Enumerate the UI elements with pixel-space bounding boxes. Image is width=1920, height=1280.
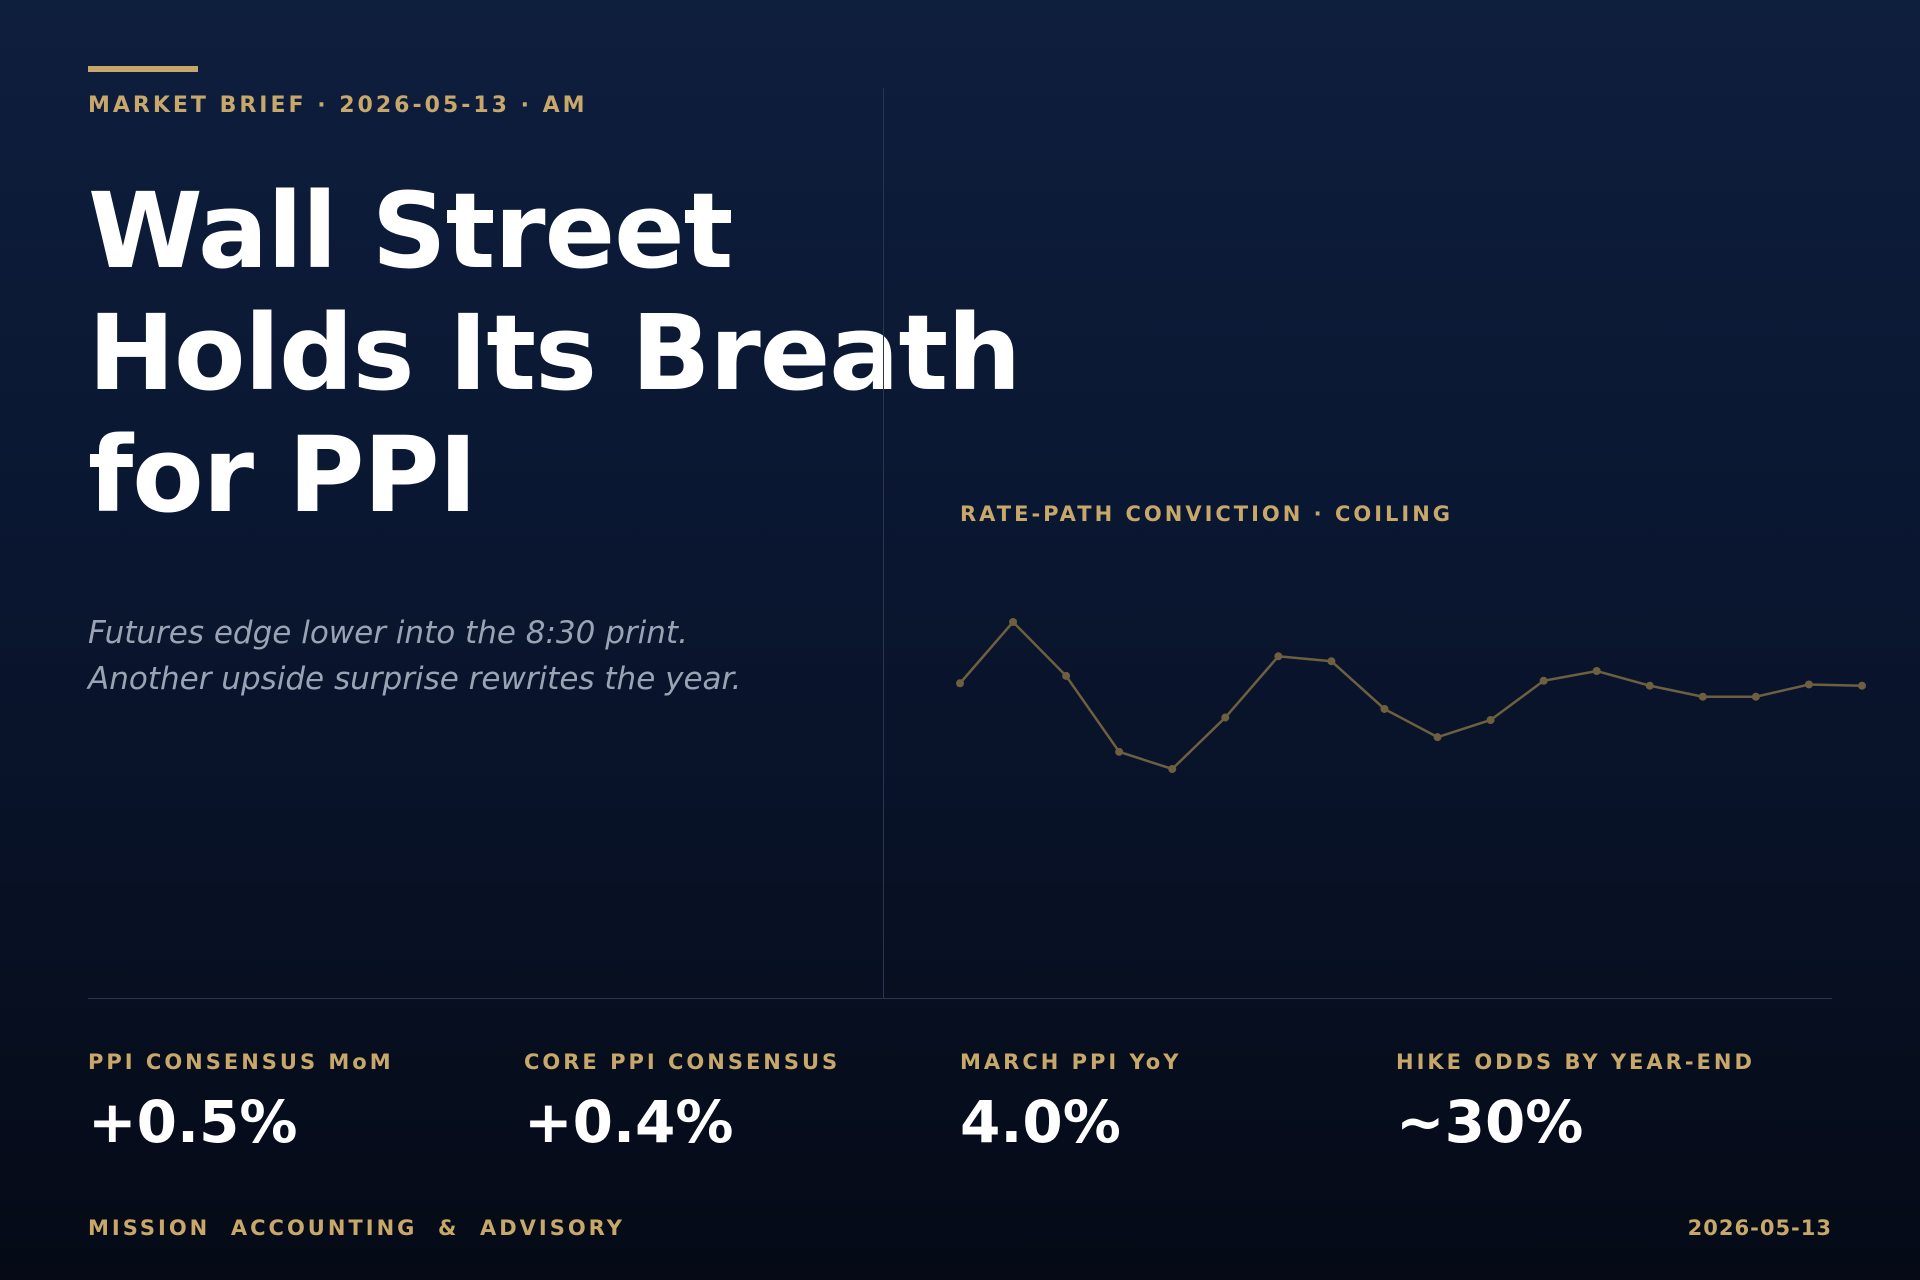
headline-line: for PPI (88, 414, 477, 536)
point (1221, 713, 1230, 722)
point (1380, 704, 1389, 713)
kicker: MARKET BRIEF · 2026-05-13 · AM (88, 93, 588, 118)
accent-bar (88, 66, 198, 72)
point (1539, 676, 1548, 685)
stat: HIKE ODDS BY YEAR-END ~30% (1396, 1050, 1755, 1156)
stat-label: CORE PPI CONSENSUS (524, 1050, 841, 1074)
stat: CORE PPI CONSENSUS +0.4% (524, 1050, 840, 1156)
stat-label: HIKE ODDS BY YEAR-END (1396, 1050, 1755, 1074)
divider (88, 998, 1832, 999)
divider (883, 88, 884, 998)
subtitle: Futures edge lower into the 8:30 print. … (88, 610, 741, 702)
stat-value: +0.4% (524, 1088, 734, 1156)
stat-value: ~30% (1396, 1088, 1584, 1156)
point (1433, 733, 1442, 742)
stat-label: PPI CONSENSUS MoM (88, 1050, 394, 1074)
stat-value: +0.5% (88, 1088, 298, 1156)
headline: Wall Street Holds Its Breath for PPI (88, 170, 1021, 536)
point (1592, 667, 1601, 675)
point (1858, 681, 1866, 690)
stat-label: MARCH PPI YoY (960, 1050, 1182, 1074)
subtitle-line: Another upside surprise rewrites the yea… (88, 661, 742, 697)
footer-date: 2026-05-13 (1687, 1216, 1832, 1240)
point (1751, 692, 1760, 701)
headline-line: Holds Its Breath (88, 292, 1021, 414)
point (1698, 692, 1707, 701)
point (1486, 716, 1495, 724)
chart-title: RATE-PATH CONVICTION · COILING (960, 502, 1454, 526)
footer-brand: MISSION ACCOUNTING & ADVISORY (88, 1216, 625, 1240)
point (1645, 681, 1654, 690)
point (1327, 657, 1336, 666)
point (1168, 765, 1177, 773)
stat: PPI CONSENSUS MoM +0.5% (88, 1050, 394, 1156)
point (1009, 618, 1018, 626)
stat-value: 4.0% (960, 1088, 1121, 1156)
stat: MARCH PPI YoY 4.0% (960, 1050, 1181, 1156)
headline-line: Wall Street (88, 170, 733, 292)
point (1062, 671, 1071, 680)
point (956, 679, 964, 688)
line (959, 620, 1863, 771)
subtitle-line: Futures edge lower into the 8:30 print. (88, 615, 688, 651)
point (1274, 652, 1283, 661)
point (1804, 680, 1813, 689)
point (1115, 747, 1124, 756)
